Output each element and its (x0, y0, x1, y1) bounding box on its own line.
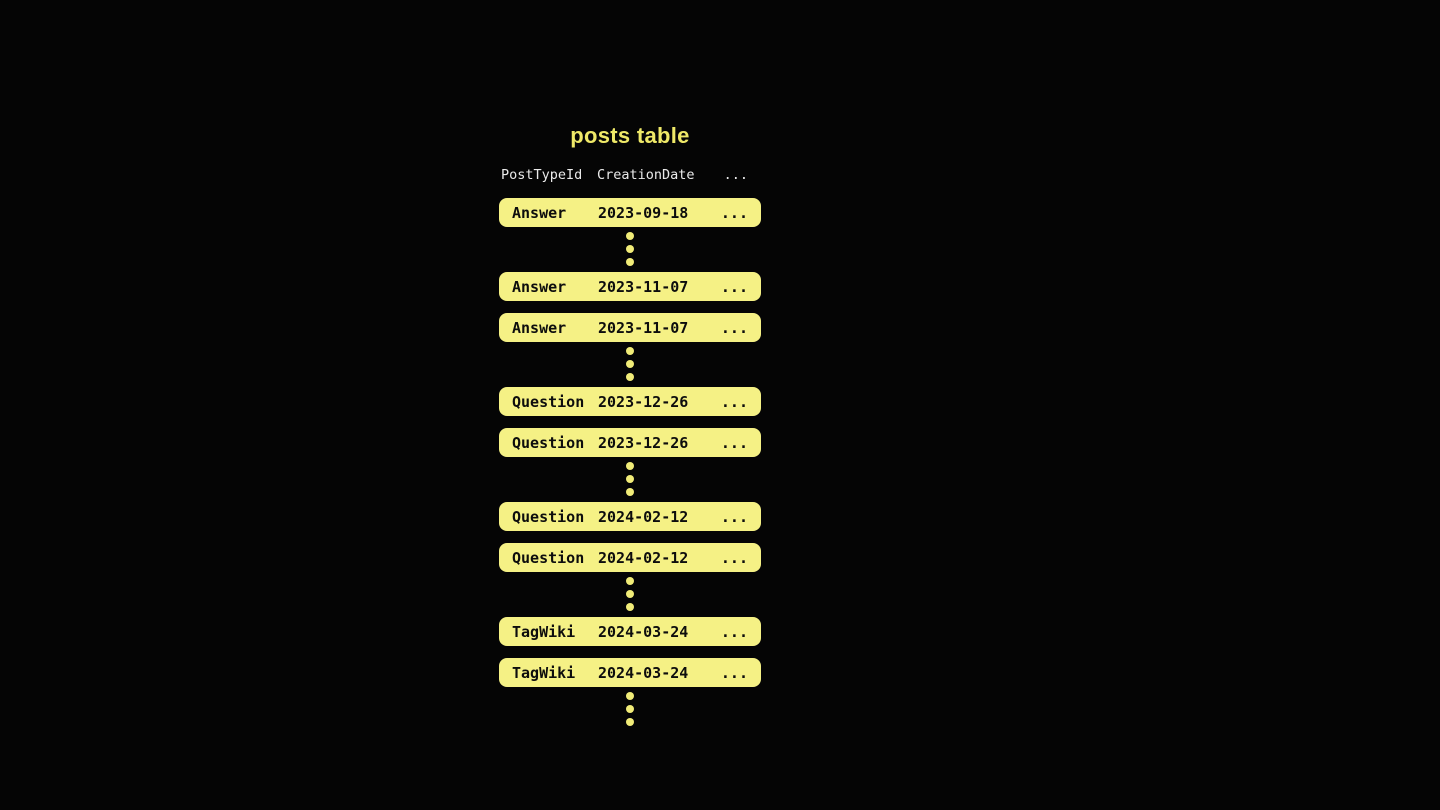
ellipsis-dot (626, 475, 634, 483)
cell-more: ... (720, 433, 748, 452)
ellipsis-dot (626, 360, 634, 368)
cell-post-type: Question (512, 507, 585, 526)
cell-post-type: Question (512, 433, 585, 452)
ellipsis-dot (626, 590, 634, 598)
cell-creation-date: 2023-09-18 (598, 203, 689, 222)
ellipsis-dot (626, 347, 634, 355)
cell-creation-date: 2024-03-24 (598, 622, 689, 641)
column-header-post-type: PostTypeId (501, 167, 583, 183)
table-row: Question 2023-12-26 ... (499, 387, 761, 416)
cell-creation-date: 2023-11-07 (598, 318, 689, 337)
cell-creation-date: 2023-12-26 (598, 392, 689, 411)
table-row: TagWiki 2024-03-24 ... (499, 617, 761, 646)
table-row: Answer 2023-09-18 ... (499, 198, 761, 227)
ellipsis-dot (626, 245, 634, 253)
omitted-rows-ellipsis (499, 577, 761, 611)
table-row: Question 2023-12-26 ... (499, 428, 761, 457)
ellipsis-dot (626, 603, 634, 611)
cell-post-type: Answer (512, 203, 567, 222)
omitted-rows-ellipsis (499, 462, 761, 496)
cell-more: ... (720, 203, 748, 222)
column-header-creation-date: CreationDate (597, 167, 695, 183)
cell-more: ... (720, 507, 748, 526)
cell-more: ... (720, 622, 748, 641)
table-row: Question 2024-02-12 ... (499, 543, 761, 572)
ellipsis-dot (626, 577, 634, 585)
ellipsis-dot (626, 718, 634, 726)
cell-more: ... (720, 318, 748, 337)
omitted-rows-ellipsis (499, 347, 761, 381)
ellipsis-dot (626, 488, 634, 496)
omitted-rows-ellipsis (499, 692, 761, 726)
cell-post-type: Answer (512, 318, 567, 337)
ellipsis-dot (626, 373, 634, 381)
cell-creation-date: 2023-11-07 (598, 277, 689, 296)
table-column-headers: PostTypeId CreationDate ... (499, 167, 761, 183)
cell-more: ... (720, 277, 748, 296)
cell-more: ... (720, 663, 748, 682)
cell-creation-date: 2024-03-24 (598, 663, 689, 682)
cell-post-type: Question (512, 548, 585, 567)
cell-post-type: Answer (512, 277, 567, 296)
table-row: Question 2024-02-12 ... (499, 502, 761, 531)
omitted-rows-ellipsis (499, 232, 761, 266)
ellipsis-dot (626, 232, 634, 240)
table-row: Answer 2023-11-07 ... (499, 313, 761, 342)
cell-more: ... (720, 392, 748, 411)
cell-post-type: Question (512, 392, 585, 411)
cell-creation-date: 2024-02-12 (598, 507, 689, 526)
cell-post-type: TagWiki (512, 663, 576, 682)
page-title: posts table (570, 123, 690, 148)
ellipsis-dot (626, 258, 634, 266)
table-row: TagWiki 2024-03-24 ... (499, 658, 761, 687)
cell-more: ... (720, 548, 748, 567)
table-rows: Answer 2023-09-18 ... Answer 2023-11-07 … (499, 198, 761, 726)
ellipsis-dot (626, 705, 634, 713)
column-header-more: ... (723, 167, 748, 183)
ellipsis-dot (626, 692, 634, 700)
cell-creation-date: 2023-12-26 (598, 433, 689, 452)
cell-post-type: TagWiki (512, 622, 576, 641)
posts-table-diagram: posts table PostTypeId CreationDate ... … (499, 123, 761, 732)
table-row: Answer 2023-11-07 ... (499, 272, 761, 301)
ellipsis-dot (626, 462, 634, 470)
cell-creation-date: 2024-02-12 (598, 548, 689, 567)
